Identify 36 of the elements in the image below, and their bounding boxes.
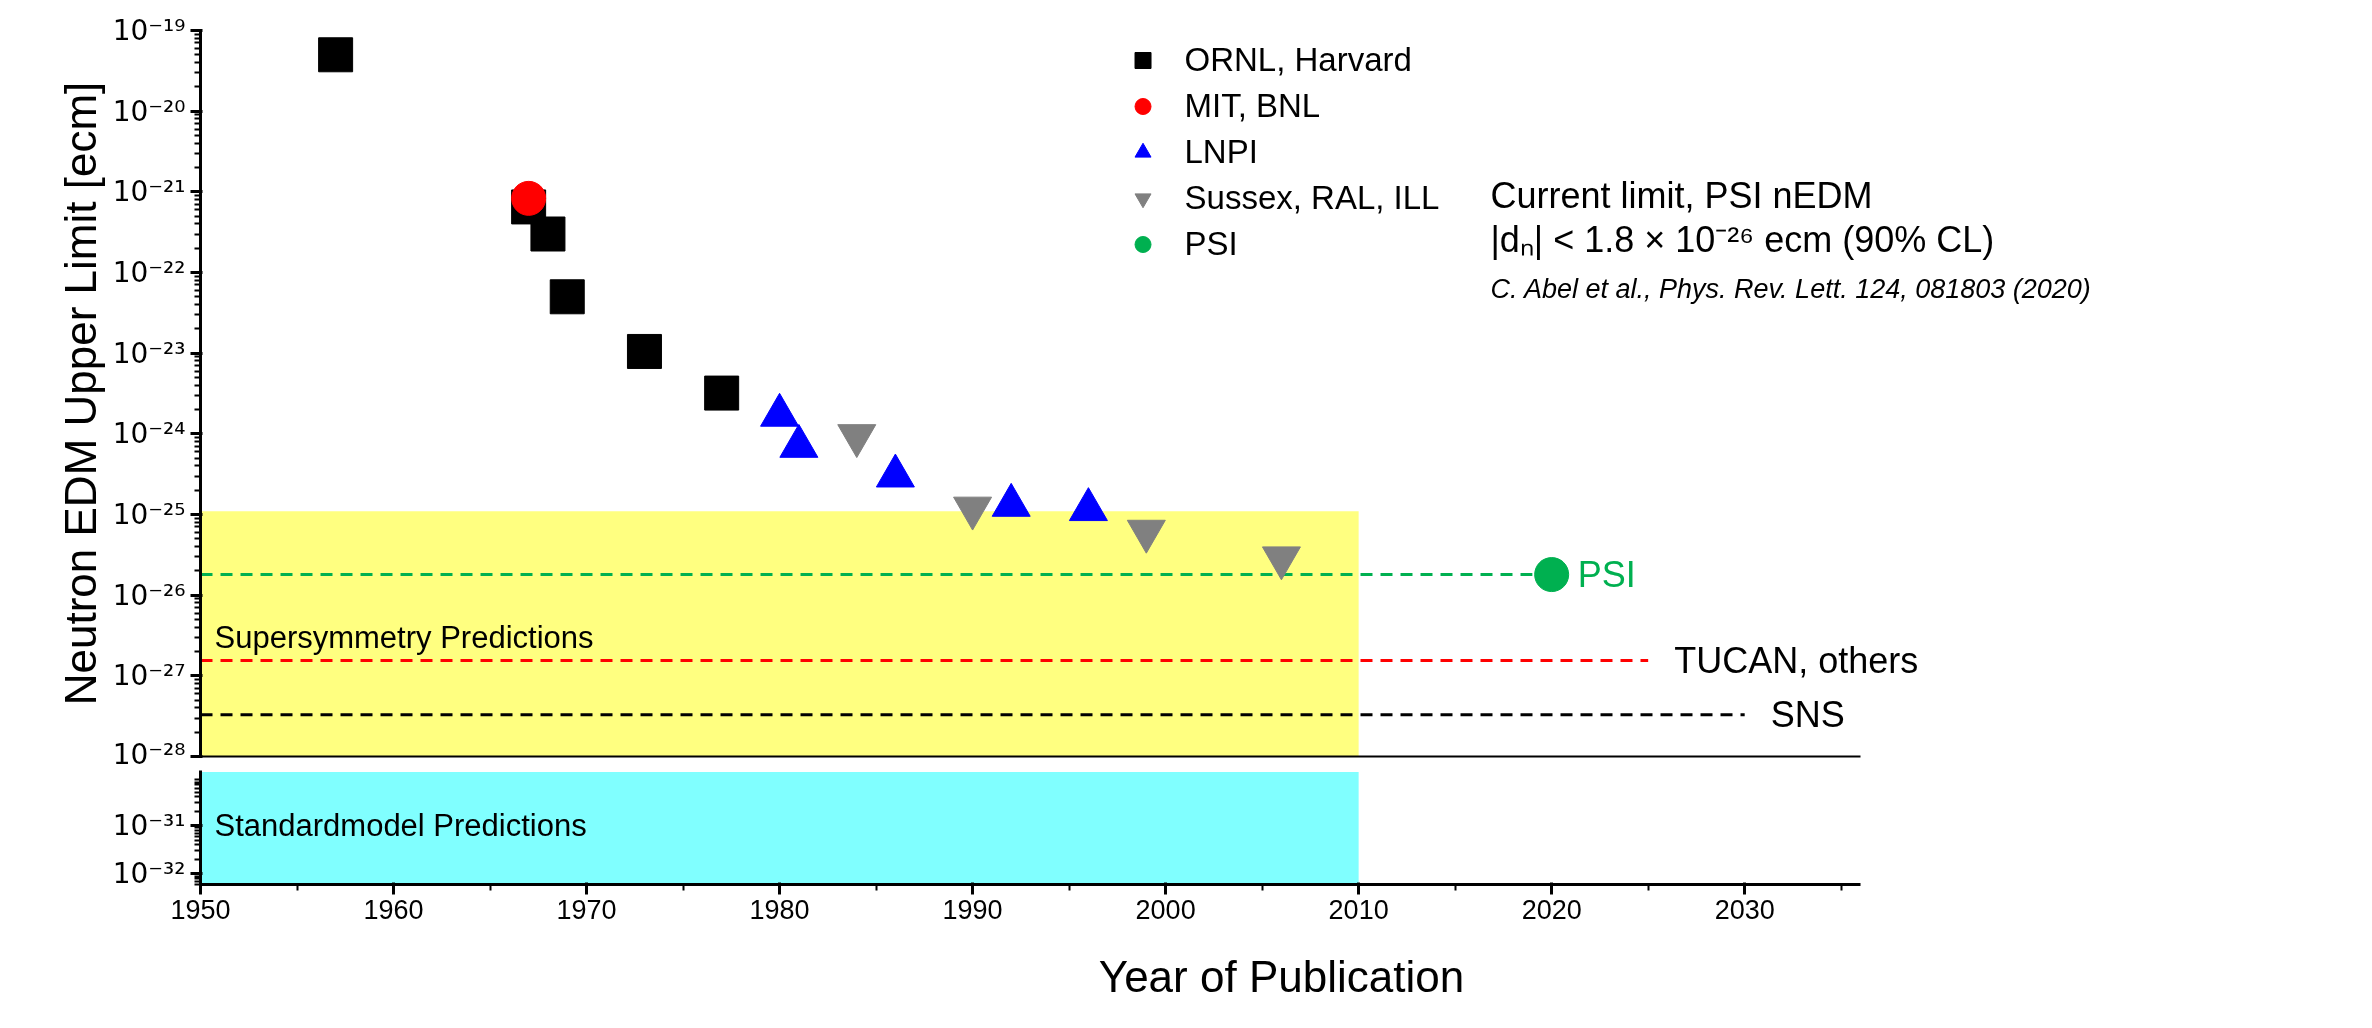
annotation: |dₙ| < 1.8 × 10⁻²⁶ ecm (90% CL) <box>1490 218 1995 260</box>
x-tick-label: 1960 <box>363 894 424 925</box>
x-tick-label: 2020 <box>1521 894 1582 925</box>
x-tick-label: 1970 <box>556 894 617 925</box>
y-tick-label: 10⁻²⁶ <box>112 578 186 612</box>
y-tick-label: 10⁻³¹ <box>112 809 186 843</box>
y-tick-label: 10⁻²⁵ <box>112 498 186 531</box>
annotation: SNS <box>1770 694 1845 736</box>
y-tick-label: 10⁻²⁰ <box>112 94 186 128</box>
x-tick-label: 1980 <box>749 894 810 925</box>
annotation: TUCAN, others <box>1674 639 1919 681</box>
legend-label: ORNL, Harvard <box>1184 41 1412 79</box>
x-tick-label: 2000 <box>1135 894 1196 925</box>
legend-label: LNPI <box>1184 133 1258 171</box>
x-tick-label: 1950 <box>170 894 231 925</box>
y-tick-label: 10⁻²² <box>112 256 186 289</box>
annotation: PSI <box>1577 554 1636 596</box>
annotation: Supersymmetry Predictions <box>214 619 594 655</box>
y-axis-title: Neutron EDM Upper Limit [ecm] <box>55 81 105 706</box>
annotation: Standardmodel Predictions <box>214 808 587 844</box>
y-tick-label: 10⁻²⁸ <box>112 737 186 771</box>
legend-label: Sussex, RAL, ILL <box>1184 179 1440 217</box>
annotation: Current limit, PSI nEDM <box>1490 174 1873 216</box>
x-tick-label: 1990 <box>942 894 1003 925</box>
x-tick-label: 2030 <box>1714 894 1775 925</box>
y-tick-label: 10⁻³² <box>112 857 186 891</box>
y-tick-label: 10⁻¹⁹ <box>112 14 186 47</box>
x-axis-title: Year of Publication <box>1098 951 1465 1001</box>
y-tick-label: 10⁻²³ <box>112 336 186 370</box>
annotation: C. Abel et al., Phys. Rev. Lett. 124, 081803 (2020) <box>1490 274 2091 305</box>
y-tick-label: 10⁻²¹ <box>112 175 186 209</box>
x-tick-label: 2010 <box>1328 894 1389 925</box>
y-tick-label: 10⁻²⁴ <box>112 417 186 451</box>
y-tick-label: 10⁻²⁷ <box>112 659 186 693</box>
legend-label: MIT, BNL <box>1184 87 1321 125</box>
legend-label: PSI <box>1184 225 1238 263</box>
